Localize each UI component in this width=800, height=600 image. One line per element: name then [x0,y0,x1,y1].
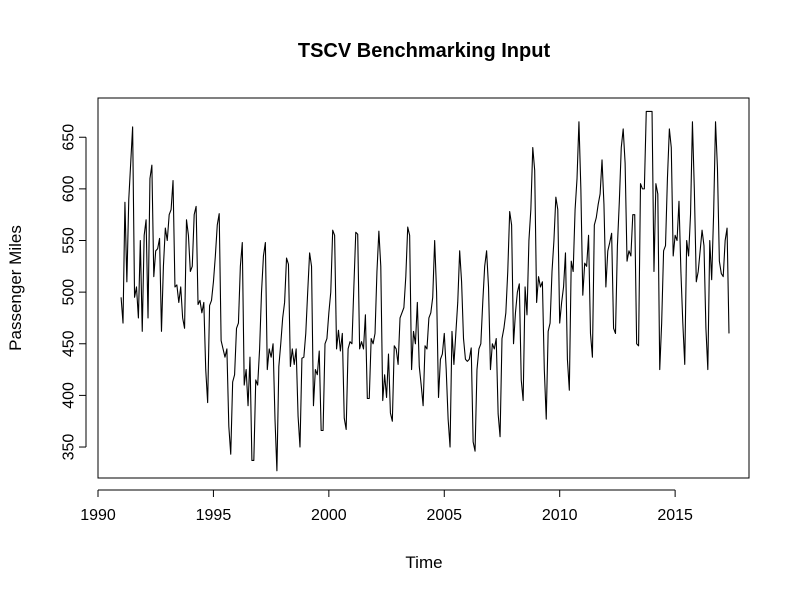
y-axis: 350 400 450 500 550 600 650 [61,124,87,461]
y-tick-label: 500 [61,279,78,306]
x-tick-label: 1995 [196,507,232,524]
series-line [120,110,730,472]
x-tick-label: 1990 [80,507,116,524]
y-tick-label: 400 [61,382,78,409]
y-tick-label: 650 [61,124,78,151]
chart-title: TSCV Benchmarking Input [298,40,551,62]
x-tick-label: 2015 [657,507,693,524]
x-axis: 1990 1995 2000 2005 2010 2015 [80,489,693,524]
x-tick-label: 2000 [311,507,347,524]
x-tick-label: 2010 [542,507,578,524]
x-tick-label: 2005 [426,507,462,524]
y-axis-label: Passenger Miles [6,225,25,351]
y-tick-label: 600 [61,175,78,202]
y-tick-label: 550 [61,227,78,254]
y-tick-label: 450 [61,330,78,357]
plot-frame [97,97,750,479]
x-axis-label: Time [405,553,442,572]
series-layer [120,110,730,472]
y-tick-label: 350 [61,434,78,461]
